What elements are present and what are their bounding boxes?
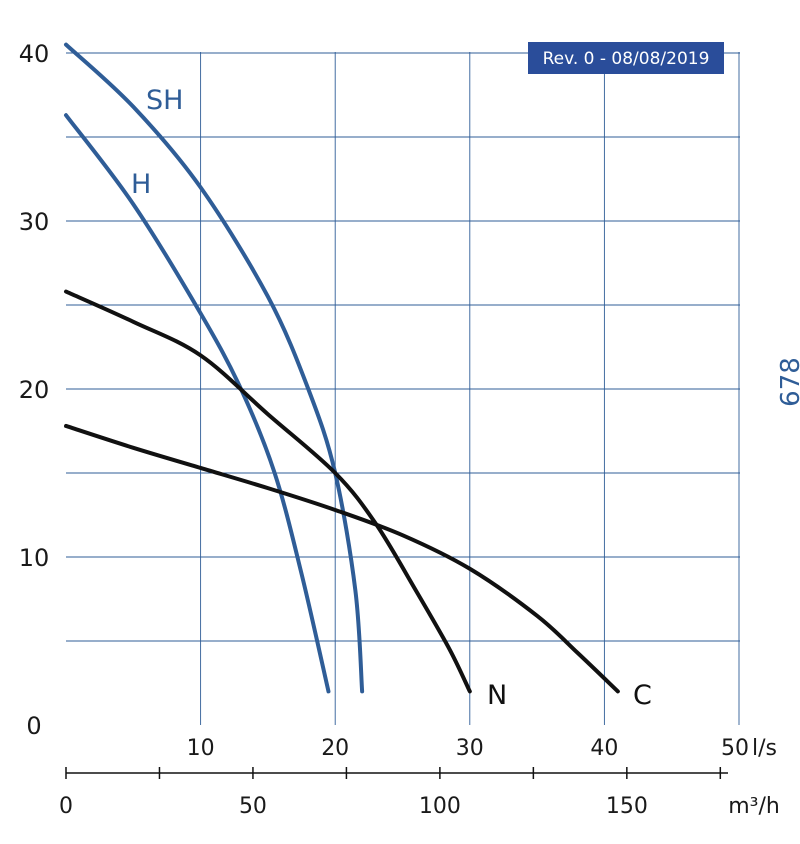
x-tick-label-m3h: 100 [419,794,461,819]
y-tick-label: 40 [19,40,50,68]
curve-c [64,423,620,694]
x-tick-label-ls: 50 [721,736,749,761]
x-tick-label-ls: 30 [456,736,484,761]
x-tick-label-m3h: 150 [606,794,648,819]
curve-sh [64,42,365,694]
curves: SH H N C [64,42,652,711]
x-unit-ls: l/s [752,736,777,761]
curve-n [64,289,472,694]
revision-badge-bg [528,42,724,74]
x-axis-m3h: 0 50 100 150 m³/h [59,767,780,819]
x-tick-label-ls: 20 [321,736,349,761]
side-label: 678 [776,357,800,407]
series-label-c: C [633,680,652,711]
y-axis-ticks: 0 10 20 30 40 [19,40,50,740]
revision-badge: Rev. 0 - 08/08/2019 [528,42,724,74]
y-tick-label: 20 [19,376,50,404]
x-unit-m3h: m³/h [728,794,780,819]
x-tick-label-m3h: 0 [59,794,73,819]
series-label-h: H [131,169,151,200]
series-label-sh: SH [146,85,183,116]
series-label-n: N [487,680,507,711]
y-tick-label: 10 [19,544,50,572]
y-tick-label: 0 [26,712,41,740]
grid [66,52,740,725]
x-axis-ls-ticks: 10 20 30 40 50 l/s [187,736,777,761]
x-tick-label-ls: 40 [590,736,618,761]
x-tick-label-m3h: 50 [239,794,267,819]
y-tick-label: 30 [19,208,50,236]
revision-badge-text: Rev. 0 - 08/08/2019 [543,49,710,69]
x-tick-label-ls: 10 [187,736,215,761]
